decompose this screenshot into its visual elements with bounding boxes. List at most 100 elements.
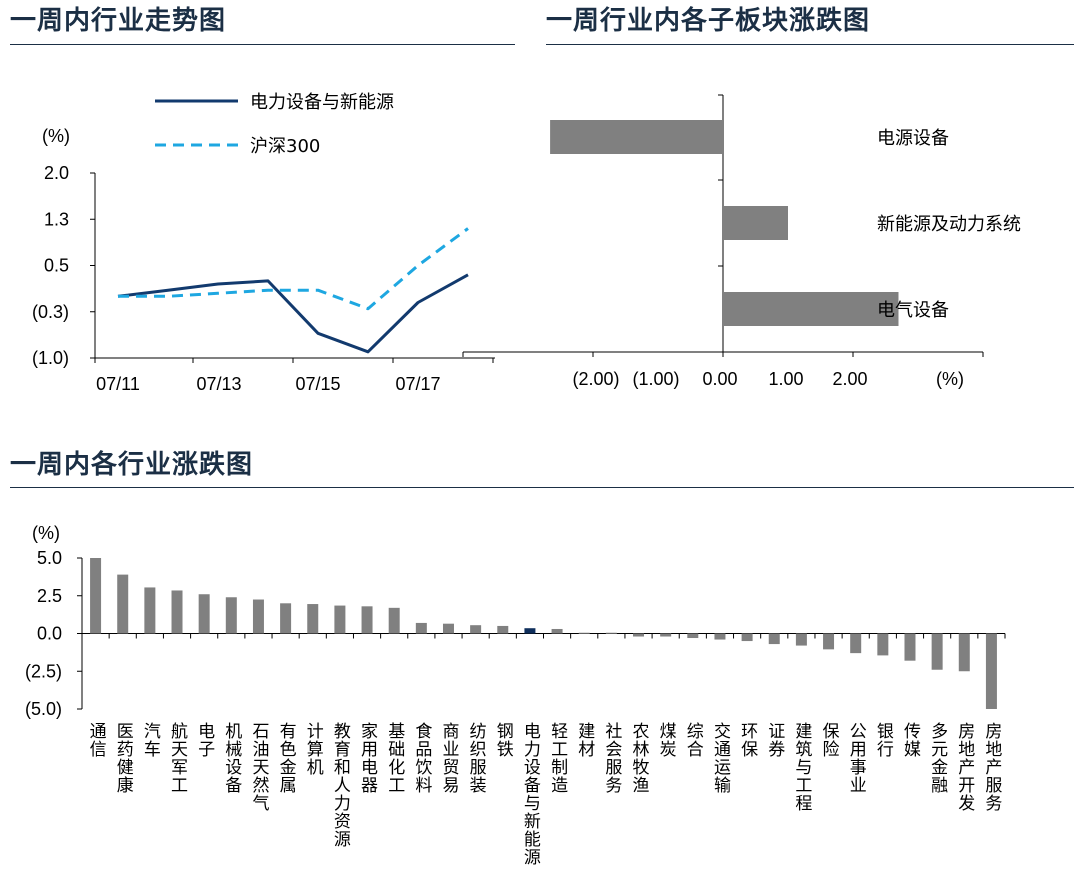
x-tick-label: 2.00: [832, 369, 867, 389]
industry-category-label: 综合: [683, 722, 704, 758]
industry-bar: [334, 605, 346, 634]
industry-category-label: 计算机: [303, 722, 324, 776]
y-tick-label: 0.5: [44, 256, 69, 276]
industry-bar: [307, 604, 319, 634]
industry-category-label: 轻工制造: [547, 722, 568, 794]
y-axis-unit-label: (%): [42, 126, 70, 146]
industry-category-label: 有色金属: [276, 722, 297, 794]
industry-bar: [578, 632, 590, 634]
industry-bar: [850, 633, 862, 654]
x-tick-label: 07/15: [295, 374, 340, 394]
industry-bar: [958, 633, 970, 672]
industry-category-label: 纺织服装: [466, 722, 487, 794]
x-tick-label: (1.00): [632, 369, 679, 389]
industry-category-label: 石油天然气: [248, 722, 269, 812]
industry-bar: [361, 606, 373, 634]
industry-bar: [171, 590, 183, 634]
y-tick-label: 5.0: [37, 548, 62, 568]
sub-sector-bar: [550, 120, 723, 154]
industry-category-label: 环保: [737, 722, 758, 758]
x-tick-label: 07/13: [196, 374, 241, 394]
industry-category-label: 房地产开发: [954, 722, 975, 812]
legend-label: 沪深300: [250, 136, 320, 157]
industry-bar: [225, 597, 237, 634]
industry-category-label: 房地产服务: [981, 722, 1002, 812]
y-tick-label: 0.0: [37, 624, 62, 644]
industry-category-label: 汽车: [140, 722, 161, 758]
industry-category-label: 航天军工: [167, 722, 188, 794]
industry-bar: [198, 594, 210, 634]
industry-bar: [633, 633, 645, 637]
industry-category-label: 食品饮料: [411, 722, 432, 794]
x-tick-label: 07/17: [395, 374, 440, 394]
sub-sector-bar: [723, 206, 788, 240]
industry-bar: [442, 623, 454, 634]
industry-bar: [497, 625, 509, 634]
industry-category-label: 建筑与工程: [791, 722, 812, 812]
industry-title-rule: [10, 487, 1074, 488]
sub-sector-label: 电源设备: [877, 128, 949, 149]
x-tick-label: 0.00: [702, 369, 737, 389]
industry-category-label: 家用电器: [357, 722, 378, 794]
industry-bar: [904, 633, 916, 661]
industry-bar: [415, 622, 427, 634]
x-tick-label: 07/11: [96, 374, 140, 394]
trend-title-rule: [10, 44, 515, 45]
industry-bar: [660, 633, 672, 637]
industry-category-label: 农林牧渔: [629, 722, 650, 794]
y-tick-label: (1.0): [32, 348, 69, 368]
industry-bar: [687, 633, 699, 639]
industry-category-label: 保险: [819, 722, 840, 758]
industry-category-label: 机械设备: [221, 722, 242, 794]
industry-bar: [605, 632, 617, 634]
sub-sector-chart-title: 一周行业内各子板块涨跌图: [546, 6, 871, 36]
y-axis-unit-label: (%): [32, 523, 60, 543]
industry-category-label: 建材: [574, 722, 595, 758]
series-line-industry: [117, 273, 469, 354]
industry-bar: [985, 633, 997, 709]
y-tick-label: (2.5): [25, 661, 62, 681]
industry-category-label: 公用事业: [846, 722, 867, 794]
industry-bar: [714, 633, 726, 640]
industry-category-label: 教育和人力资源: [330, 722, 351, 848]
industry-bar: [524, 628, 536, 634]
industry-category-label: 基础化工: [384, 722, 405, 794]
industry-bar: [768, 633, 780, 645]
industry-chart-title: 一周内各行业涨跌图: [10, 450, 254, 480]
y-tick-label: 1.3: [44, 209, 69, 229]
y-tick-label: (0.3): [32, 302, 69, 322]
sub-sector-title-rule: [546, 44, 1074, 45]
industry-category-label: 银行: [873, 722, 894, 758]
industry-category-label: 证券: [764, 722, 785, 758]
industry-category-label: 医药健康: [113, 722, 133, 794]
industry-category-label: 多元金融: [927, 722, 948, 794]
industry-category-label: 钢铁: [493, 722, 514, 758]
industry-category-label: 电力设备与新能源: [520, 722, 541, 866]
industry-bar: [877, 633, 889, 656]
industry-bar: [388, 607, 400, 634]
legend-label: 电力设备与新能源: [250, 92, 394, 113]
sub-sector-label: 新能源及动力系统: [877, 214, 1021, 235]
x-tick-label: (2.00): [572, 369, 619, 389]
y-tick-label: 2.0: [44, 163, 69, 183]
industry-bar: [90, 558, 102, 634]
x-tick-label: 1.00: [768, 369, 803, 389]
industry-bar: [470, 625, 482, 634]
series-line-hs300: [118, 227, 469, 311]
industry-category-label: 通信: [86, 722, 107, 758]
industry-bar: [795, 633, 807, 646]
industry-bar: [931, 633, 943, 670]
industry-bar: [551, 628, 563, 634]
y-tick-label: (5.0): [25, 699, 62, 719]
industry-bar: [741, 633, 753, 642]
industry-category-label: 电子: [194, 722, 215, 758]
y-tick-label: 2.5: [37, 586, 62, 606]
industry-category-label: 交通运输: [710, 722, 731, 794]
industry-bar: [280, 603, 292, 634]
industry-category-label: 社会服务: [601, 722, 622, 794]
trend-chart-title: 一周内行业走势图: [10, 6, 227, 36]
industry-bar: [823, 633, 835, 650]
